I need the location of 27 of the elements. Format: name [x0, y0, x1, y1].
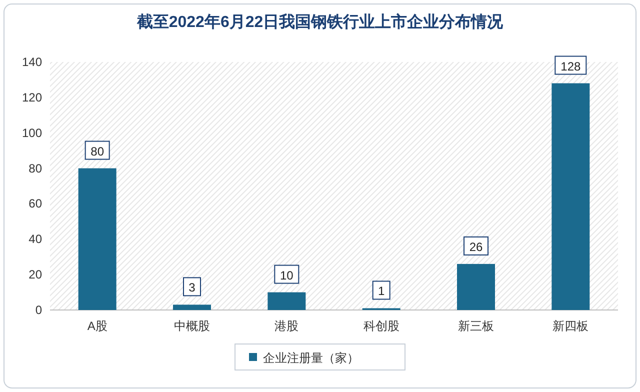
x-tick-label: 新四板	[552, 319, 589, 333]
legend-label: 企业注册量（家）	[263, 351, 359, 365]
y-tick-label: 100	[22, 126, 42, 140]
bar	[552, 83, 590, 310]
data-label: 10	[280, 268, 294, 282]
y-tick-label: 20	[28, 268, 42, 282]
y-tick-label: 120	[22, 90, 42, 104]
x-tick-label: A股	[87, 319, 108, 333]
bar	[457, 264, 495, 310]
data-label: 26	[469, 240, 483, 254]
y-tick-label: 60	[28, 196, 42, 211]
chart-title: 截至2022年6月22日我国钢铁行业上市企业分布情况	[136, 13, 504, 31]
x-tick-label: 港股	[274, 319, 299, 333]
y-tick-label: 40	[28, 232, 42, 246]
data-label: 1	[378, 284, 385, 298]
bar	[173, 304, 211, 310]
x-tick-label: 新三板	[458, 319, 494, 333]
data-label: 3	[188, 280, 196, 295]
x-tick-label: 科创股	[363, 319, 400, 333]
bar	[78, 168, 116, 310]
y-tick-label: 0	[35, 303, 42, 317]
y-tick-label: 80	[28, 161, 42, 176]
data-label: 80	[90, 144, 104, 158]
y-tick-label: 140	[22, 55, 42, 69]
x-tick-label: 中概股	[174, 319, 210, 333]
bar	[268, 292, 306, 310]
data-label: 128	[560, 59, 581, 74]
